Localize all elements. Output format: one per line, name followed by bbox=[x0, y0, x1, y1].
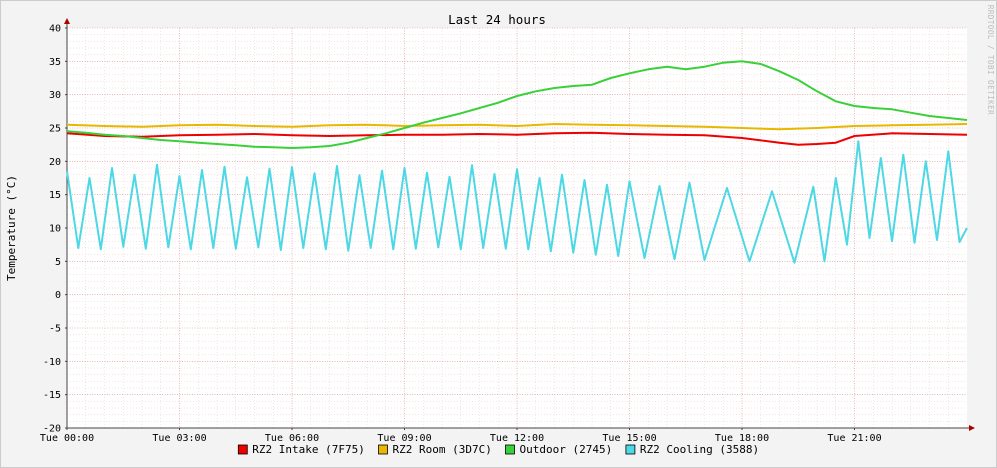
x-tick-label: Tue 12:00 bbox=[490, 433, 544, 444]
y-tick-label: 5 bbox=[55, 257, 61, 268]
y-tick-label: 35 bbox=[49, 57, 61, 68]
y-tick-label: -20 bbox=[43, 424, 61, 435]
y-tick-label: 0 bbox=[55, 290, 61, 301]
y-tick-label: 25 bbox=[49, 124, 61, 135]
x-tick-label: Tue 15:00 bbox=[602, 433, 656, 444]
legend-swatch bbox=[237, 444, 248, 455]
y-tick-label: 15 bbox=[49, 190, 61, 201]
y-tick-label: -15 bbox=[43, 390, 61, 401]
chart-title: Last 24 hours bbox=[448, 12, 546, 27]
x-tick-label: Tue 18:00 bbox=[715, 433, 769, 444]
x-tick-label: Tue 06:00 bbox=[265, 433, 319, 444]
legend-label: RZ2 Room (3D7C) bbox=[393, 443, 492, 456]
series-line-4 bbox=[66, 140, 968, 264]
y-tick-label: 40 bbox=[49, 24, 61, 35]
grid-lines bbox=[66, 27, 967, 429]
x-tick-label: Tue 09:00 bbox=[377, 433, 431, 444]
legend-swatch bbox=[625, 444, 636, 455]
tick-labels: -20 -15 -10 -5 0 5 10 15 20 25 30 35 40 Tue 00:00 Tue … bbox=[40, 24, 882, 445]
axes bbox=[64, 18, 975, 431]
y-tick-label: 30 bbox=[49, 90, 61, 101]
legend-swatch bbox=[505, 444, 515, 455]
legend: RZ2 Intake (7F75) RZ2 Room (3D7C) Outdoor … bbox=[237, 443, 759, 456]
x-tick-label: Tue 03:00 bbox=[152, 433, 206, 444]
x-axis-arrow bbox=[969, 425, 975, 431]
legend-label: Outdoor (2745) bbox=[520, 443, 613, 456]
y-tick-label: -10 bbox=[43, 357, 61, 368]
series-line-1 bbox=[66, 131, 968, 146]
y-tick-label: -5 bbox=[49, 324, 61, 335]
series-line-3 bbox=[66, 60, 968, 149]
watermark-text: RRDTOOL / TOBI OETIKER bbox=[986, 5, 995, 115]
y-tick-label: 10 bbox=[49, 224, 61, 235]
series-lines bbox=[66, 60, 968, 264]
series-line-2 bbox=[66, 123, 968, 131]
legend-label: RZ2 Cooling (3588) bbox=[640, 443, 759, 456]
legend-label: RZ2 Intake (7F75) bbox=[252, 443, 365, 456]
y-tick-label: 20 bbox=[49, 157, 61, 168]
x-tick-label: Tue 21:00 bbox=[827, 433, 881, 444]
legend-swatch bbox=[378, 444, 388, 455]
x-tick-label: Tue 00:00 bbox=[40, 433, 94, 444]
y-axis-arrow bbox=[64, 18, 70, 24]
y-axis-label: Temperature (°C) bbox=[5, 175, 18, 281]
